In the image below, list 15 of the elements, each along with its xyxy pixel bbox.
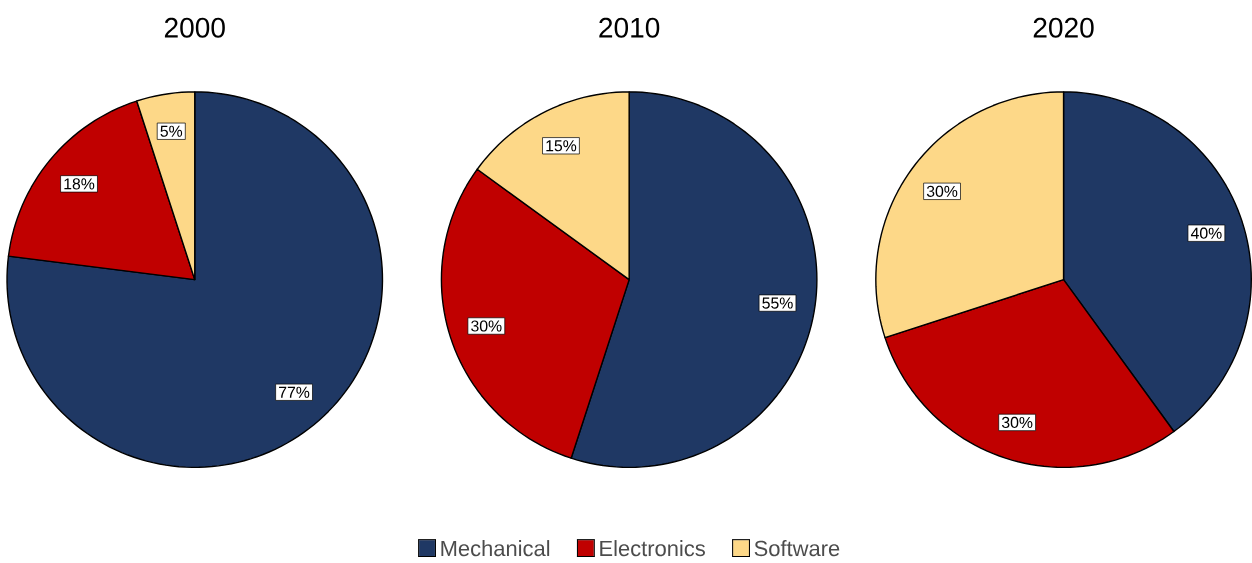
- data-label: 30%: [471, 320, 502, 332]
- data-label: 30%: [926, 185, 958, 197]
- legend-label: Mechanical: [441, 540, 550, 557]
- chart-title: 2010: [599, 17, 660, 38]
- data-label: 30%: [1001, 416, 1033, 429]
- data-label: 5%: [160, 125, 183, 137]
- legend-label: Software: [754, 540, 840, 557]
- legend-label: Electronics: [600, 540, 705, 557]
- data-label: 18%: [64, 178, 95, 190]
- data-label: 55%: [762, 297, 793, 309]
- data-label: 77%: [279, 386, 310, 398]
- data-label: 15%: [546, 140, 577, 152]
- data-label: 40%: [1190, 227, 1222, 239]
- chart-title: 2020: [1033, 17, 1094, 38]
- chart-title: 2000: [164, 17, 225, 38]
